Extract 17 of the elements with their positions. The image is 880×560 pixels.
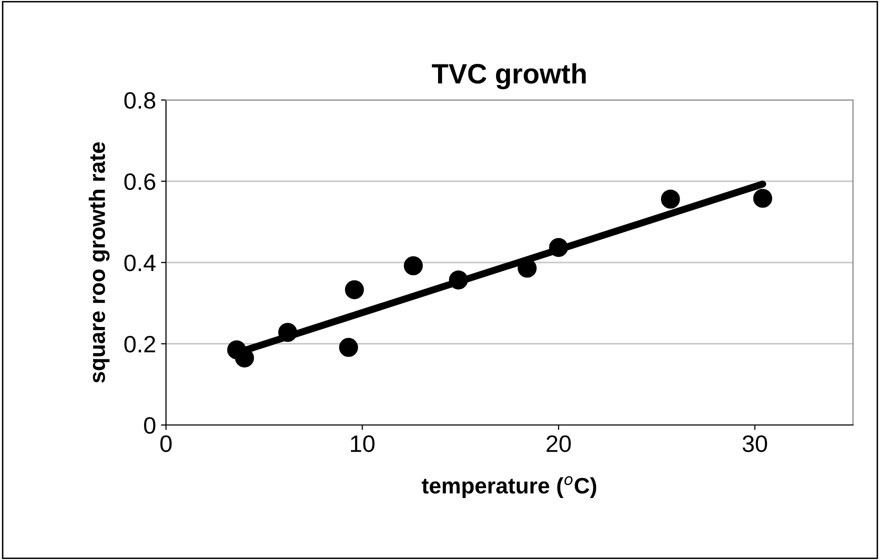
x-tick-label: 0	[160, 435, 172, 452]
point	[344, 280, 364, 300]
x-tick-label: 30	[742, 435, 768, 452]
y-tick-label: 0.8	[124, 92, 156, 109]
x-tick-label: 20	[546, 435, 571, 452]
y-axis-title: square roo growth rate	[88, 142, 110, 383]
point	[660, 190, 680, 209]
y-tick-label: 0	[144, 417, 156, 434]
point	[753, 188, 772, 208]
y-tick-label: 0.4	[124, 254, 156, 272]
y-tick-label: 0.2	[124, 336, 156, 353]
point	[404, 256, 423, 276]
chart-title: TVC growth	[432, 63, 586, 90]
x-axis-title: temperature ($^{o}$C)	[422, 476, 596, 498]
x-tick-label: 10	[350, 435, 374, 452]
y-tick-label: 0.6	[124, 173, 156, 190]
point	[339, 338, 358, 357]
